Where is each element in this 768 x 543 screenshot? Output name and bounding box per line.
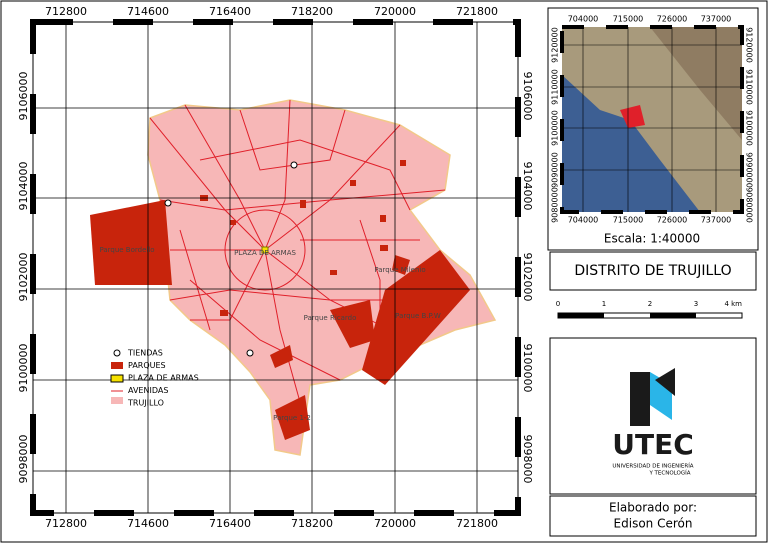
place-label: Parque Ricardo [304,314,357,322]
legend-label: AVENIDAS [128,386,168,395]
map-title: DISTRITO DE TRUJILLO [574,263,731,279]
place-label: Parque Milenio [374,266,425,274]
y-coord-label: 9098000 [521,435,534,484]
x-coord-label: 715000 [613,15,644,24]
x-coord-label: 737000 [701,15,732,24]
y-coord-label: 9120000 [745,27,754,63]
x-coord-label: 718200 [291,5,333,18]
y-coord-label: 9080000 [551,187,560,223]
logo-name: UTEC [612,428,694,461]
x-coord-label: 721800 [456,517,498,530]
y-coord-label: 9106000 [17,72,30,121]
legend: TIENDAS PARQUES PLAZA DE ARMAS AVENIDAS TRUJ… [110,349,199,408]
title-box [549,251,757,291]
x-coord-label: 714600 [127,5,169,18]
x-coord-label: 712800 [45,5,87,18]
y-coord-label: 9100000 [551,110,560,146]
y-coord-label: 9106000 [521,72,534,121]
x-coord-label: 715000 [613,216,644,225]
y-coord-label: 9090000 [551,152,560,188]
y-coord-label: 9102000 [17,253,30,302]
scale-bar-label: 4 km [724,300,742,308]
y-coord-label: 9100000 [745,110,754,146]
inset-sea [562,75,700,212]
scale-bar-label: 2 [648,300,652,308]
x-coord-label: 720000 [374,5,416,18]
inset-frame [560,25,744,214]
credits-author: Edison Cerón [614,517,693,531]
legend-label: TRUJILLO [127,399,164,408]
inset-mountains [650,27,742,140]
x-coord-label: 714600 [127,517,169,530]
x-coord-label: 704000 [568,15,599,24]
logo: UTEC UNIVERSIDAD DE INGENIERÍA Y TECNOLO… [612,368,694,477]
x-coord-label: 720000 [374,517,416,530]
x-coord-label: 712800 [45,517,87,530]
y-coord-label: 9080000 [745,187,754,223]
logo-box [549,337,757,495]
inset-trujillo [620,105,645,128]
scale-text: Escala: 1:40000 [604,232,700,246]
x-coord-label: 721800 [456,5,498,18]
legend-label: PARQUES [128,361,166,370]
scale-bar [557,312,743,319]
legend-label: TIENDAS [127,349,163,358]
parks [90,160,470,440]
x-coord-label: 716400 [209,5,251,18]
y-coord-label: 9110000 [551,69,560,105]
credits-box [549,495,757,537]
y-coord-label: 9102000 [521,253,534,302]
y-coord-label: 9100000 [17,344,30,393]
x-coord-label: 737000 [701,216,732,225]
y-coord-label: 9104000 [17,162,30,211]
credits-label: Elaborado por: [609,501,697,515]
place-label: Parque B.P.W [395,312,441,320]
y-coord-label: 9104000 [521,162,534,211]
logo-subtitle: UNIVERSIDAD DE INGENIERÍA [612,463,693,470]
x-coord-label: 718200 [291,517,333,530]
scale-bar-label: 3 [694,300,698,308]
place-label: PLAZA DE ARMAS [234,249,296,257]
x-coord-label: 726000 [657,216,688,225]
y-coord-label: 9098000 [17,435,30,484]
x-coord-label: 726000 [657,15,688,24]
inset-map [560,25,744,214]
place-label: Parque 1-2 [273,414,311,422]
y-coord-label: 9110000 [745,69,754,105]
y-coord-label: 9120000 [551,27,560,63]
scale-bar-label: 0 [556,300,560,308]
y-coord-label: 9100000 [521,344,534,393]
y-coord-label: 9090000 [745,152,754,188]
scale-bar-label: 1 [602,300,606,308]
map-labels: Parque Bordello PLAZA DE ARMAS Parque Mile… [99,246,440,422]
main-map: Parque Bordello PLAZA DE ARMAS Parque Mile… [30,19,521,516]
stores [164,161,298,357]
inset-grid [562,27,742,212]
plaza-de-armas [261,246,269,254]
legend-label: PLAZA DE ARMAS [128,374,199,383]
logo-subtitle: Y TECNOLOGÍA [648,470,690,477]
grid [33,22,518,513]
map-frame-outline [32,21,519,514]
place-label: Parque Bordello [99,246,154,254]
x-coord-label: 716400 [209,517,251,530]
x-coord-label: 704000 [568,216,599,225]
